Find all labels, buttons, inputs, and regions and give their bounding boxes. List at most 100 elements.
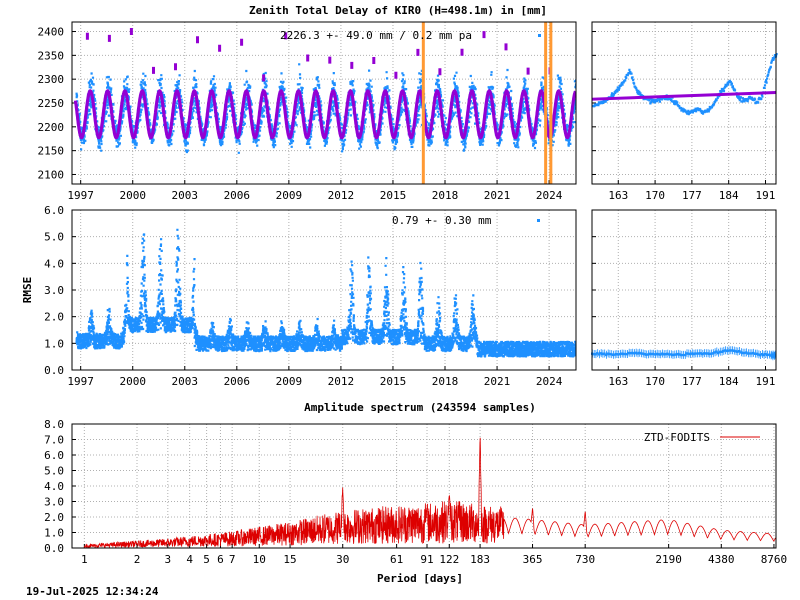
x-tick-label: 184 bbox=[719, 375, 739, 388]
x-tick-label: 170 bbox=[645, 189, 665, 202]
x-tick-label: 30 bbox=[336, 553, 349, 566]
ztd-legend-marker bbox=[538, 34, 541, 37]
plot-frame bbox=[71, 21, 577, 185]
plot-frame bbox=[591, 21, 777, 185]
x-tick-label: 730 bbox=[575, 553, 595, 566]
rmse-points bbox=[75, 228, 576, 358]
rmse-observations bbox=[75, 228, 576, 358]
x-tick-label: 2190 bbox=[655, 553, 682, 566]
ztd-observations bbox=[73, 28, 576, 154]
x-tick-label: 2009 bbox=[276, 375, 303, 388]
x-tick-label: 91 bbox=[420, 553, 433, 566]
y-tick-label: 1.0 bbox=[44, 527, 64, 540]
x-tick-label: 163 bbox=[608, 189, 628, 202]
x-tick-label: 7 bbox=[229, 553, 236, 566]
ztd-recent-trend bbox=[591, 91, 777, 101]
x-tick-label: 3 bbox=[164, 553, 171, 566]
x-tick-label: 2018 bbox=[432, 189, 459, 202]
ztd-stats-annotation: 2226.3 +- 49.0 mm / 0.2 mm pa bbox=[280, 29, 472, 42]
y-tick-label: 2100 bbox=[38, 168, 65, 181]
x-tick-label: 2012 bbox=[328, 189, 355, 202]
spectrum-legend-label: ZTD-FODITS bbox=[644, 431, 710, 444]
spectrum-title: Amplitude spectrum (243594 samples) bbox=[304, 401, 536, 414]
x-tick-label: 5 bbox=[203, 553, 210, 566]
x-tick-label: 2000 bbox=[119, 189, 146, 202]
y-tick-label: 1.0 bbox=[44, 337, 64, 350]
x-tick-label: 2021 bbox=[484, 189, 511, 202]
x-tick-label: 2024 bbox=[536, 375, 563, 388]
ztd-recent-points bbox=[592, 53, 778, 116]
y-tick-label: 2400 bbox=[38, 26, 65, 39]
rmse-longterm-panel: 1997 2000 2003 2006 2009 2012 2015 2018 2021 2024… bbox=[44, 204, 577, 388]
spectrum-series bbox=[83, 437, 776, 548]
y-tick-label: 6.0 bbox=[44, 204, 64, 217]
ztd-recent-panel: 163 170 177 184 191 bbox=[591, 21, 778, 202]
rmse-axis-label: RMSE bbox=[21, 277, 34, 304]
x-tick-label: 4380 bbox=[708, 553, 735, 566]
y-tick-label: 2250 bbox=[38, 97, 65, 110]
y-tick-label: 2.0 bbox=[44, 311, 64, 324]
x-tick-label: 163 bbox=[608, 375, 628, 388]
spectrum-panel: 1 2 3 4 5 6 7 10 15 30 61 91 122 183 365 730 2190 4380 876… bbox=[44, 418, 787, 566]
rmse-recent-points bbox=[591, 346, 777, 361]
y-tick-label: 3.0 bbox=[44, 284, 64, 297]
plot-frame bbox=[591, 209, 777, 371]
y-tick-label: 4.0 bbox=[44, 257, 64, 270]
x-tick-label: 2021 bbox=[484, 375, 511, 388]
y-tick-label: 6.0 bbox=[44, 449, 64, 462]
x-tick-label: 2009 bbox=[276, 189, 303, 202]
x-tick-label: 2003 bbox=[172, 189, 199, 202]
x-tick-label: 184 bbox=[719, 189, 739, 202]
y-tick-label: 2150 bbox=[38, 145, 65, 158]
x-tick-label: 2 bbox=[134, 553, 141, 566]
rmse-legend-marker bbox=[537, 219, 540, 222]
x-tick-label: 4 bbox=[186, 553, 193, 566]
x-tick-label: 177 bbox=[682, 189, 702, 202]
spectrum-line bbox=[83, 437, 776, 548]
x-tick-label: 1 bbox=[81, 553, 88, 566]
chart-title-ztd: Zenith Total Delay of KIR0 (H=498.1m) in… bbox=[249, 4, 547, 17]
x-tick-label: 2024 bbox=[536, 189, 563, 202]
y-tick-label: 2300 bbox=[38, 73, 65, 86]
y-tick-label: 0.0 bbox=[44, 542, 64, 555]
y-tick-label: 2350 bbox=[38, 49, 65, 62]
plot-frame bbox=[71, 209, 577, 371]
y-tick-label: 2.0 bbox=[44, 511, 64, 524]
spectrum-x-axis-label: Period [days] bbox=[377, 572, 463, 585]
x-tick-label: 183 bbox=[470, 553, 490, 566]
x-tick-label: 365 bbox=[523, 553, 543, 566]
ztd-outliers bbox=[85, 28, 552, 82]
x-tick-label: 2015 bbox=[380, 375, 407, 388]
timestamp: 19-Jul-2025 12:34:24 bbox=[26, 585, 159, 598]
x-tick-label: 1997 bbox=[67, 189, 94, 202]
x-tick-label: 191 bbox=[756, 189, 776, 202]
x-tick-label: 1997 bbox=[67, 375, 94, 388]
x-tick-label: 2003 bbox=[172, 375, 199, 388]
rmse-stats-annotation: 0.79 +- 0.30 mm bbox=[392, 214, 492, 227]
x-tick-label: 2000 bbox=[119, 375, 146, 388]
y-tick-label: 2200 bbox=[38, 121, 65, 134]
x-tick-label: 170 bbox=[645, 375, 665, 388]
y-tick-label: 8.0 bbox=[44, 418, 64, 431]
y-tick-label: 4.0 bbox=[44, 480, 64, 493]
ztd-seasonal-model bbox=[73, 88, 576, 140]
x-tick-label: 8760 bbox=[761, 553, 788, 566]
x-tick-label: 191 bbox=[756, 375, 776, 388]
x-tick-label: 122 bbox=[439, 553, 459, 566]
y-tick-label: 5.0 bbox=[44, 465, 64, 478]
x-tick-label: 2006 bbox=[224, 189, 251, 202]
x-tick-label: 2018 bbox=[432, 375, 459, 388]
y-tick-label: 7.0 bbox=[44, 434, 64, 447]
y-tick-label: 0.0 bbox=[44, 364, 64, 377]
y-tick-label: 3.0 bbox=[44, 496, 64, 509]
x-tick-label: 61 bbox=[390, 553, 403, 566]
x-tick-label: 2015 bbox=[380, 189, 407, 202]
x-tick-label: 10 bbox=[253, 553, 266, 566]
x-tick-label: 177 bbox=[682, 375, 702, 388]
rmse-recent-panel: 163 170 177 184 191 bbox=[591, 209, 777, 388]
y-tick-label: 5.0 bbox=[44, 231, 64, 244]
x-tick-label: 15 bbox=[283, 553, 296, 566]
x-tick-label: 6 bbox=[217, 553, 224, 566]
x-tick-label: 2006 bbox=[224, 375, 251, 388]
